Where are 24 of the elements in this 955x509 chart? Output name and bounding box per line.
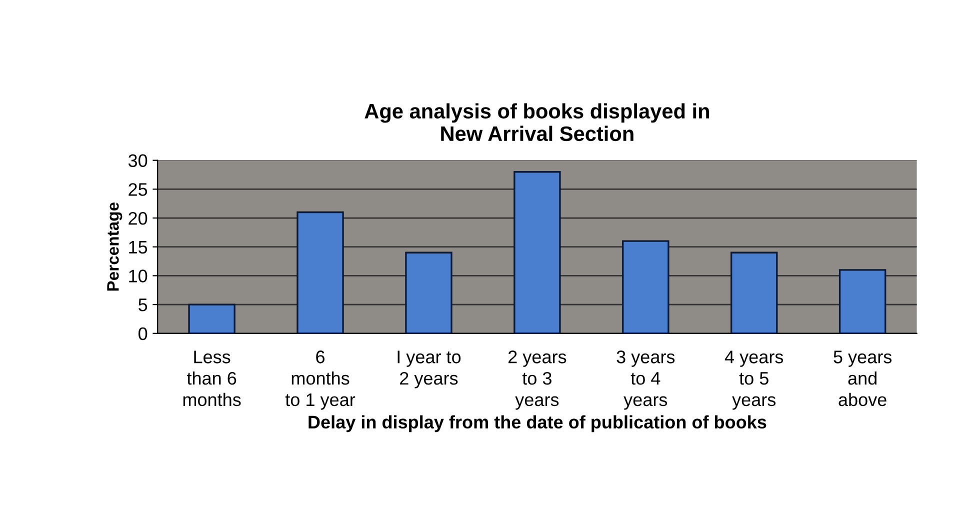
bar <box>838 269 886 334</box>
y-tick-label: 0 <box>138 327 148 340</box>
y-tick-label: 10 <box>129 270 148 282</box>
y-axis-title: Percentage <box>107 202 122 291</box>
y-tick-label: 5 <box>138 298 148 312</box>
bar <box>296 211 344 334</box>
y-tick-label: 30 <box>128 154 148 168</box>
chart-title: Age analysis of books displayed in New Arrival Section <box>364 103 709 142</box>
y-tick-label: 20 <box>128 212 148 225</box>
bar <box>730 252 778 334</box>
y-tick-label: 25 <box>128 183 148 196</box>
bar <box>405 252 452 334</box>
x-tick-label: 6 months to 1 year <box>285 350 356 410</box>
x-tick-label: 3 years to 4 years <box>616 350 675 410</box>
x-tick-label: Less than 6 months <box>183 350 241 406</box>
x-tick-label: 2 years to 3 years <box>508 350 566 410</box>
bar <box>622 240 670 334</box>
x-axis-title: Delay in display from the date of publication of books <box>308 415 766 432</box>
y-tick-label: 15 <box>129 240 148 254</box>
x-tick-label: 4 years to 5 years <box>724 350 784 410</box>
bar <box>188 304 236 334</box>
x-tick-label: I year to 2 years <box>398 350 461 388</box>
bar <box>514 171 561 334</box>
x-tick-label: 5 years and above <box>834 350 892 406</box>
